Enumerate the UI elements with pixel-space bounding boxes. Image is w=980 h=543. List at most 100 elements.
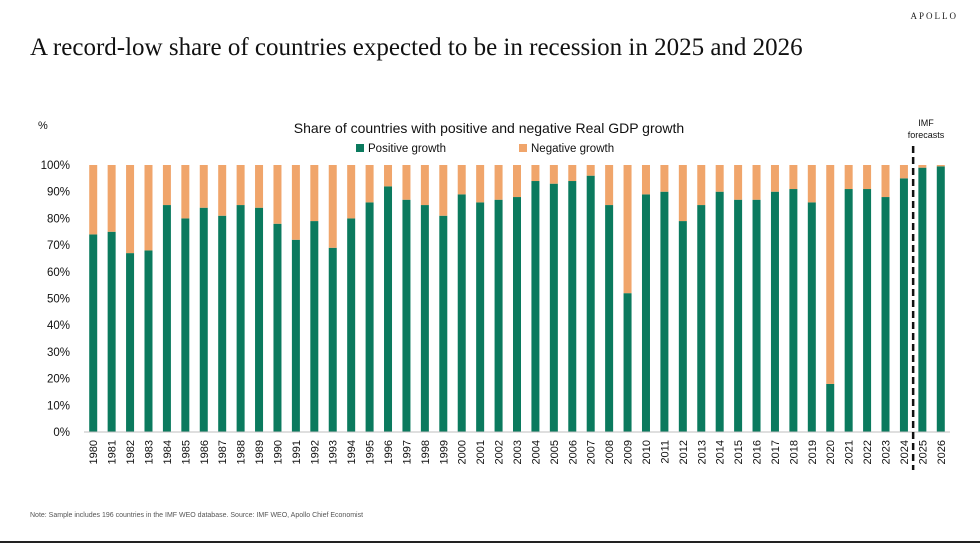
forecast-annotation: IMF forecasts <box>908 118 945 140</box>
y-tick-label: 80% <box>47 213 70 225</box>
x-tick-label: 2025 <box>917 440 929 464</box>
bar-positive-1986 <box>199 207 208 432</box>
x-tick-label: 2008 <box>604 440 616 464</box>
bar-negative-2018 <box>789 165 798 190</box>
bar-positive-2019 <box>807 202 816 432</box>
bar-negative-1981 <box>107 165 116 232</box>
x-tick-label: 2026 <box>936 440 948 464</box>
bar-positive-1985 <box>181 218 190 432</box>
y-tick-label: 100% <box>41 160 70 172</box>
x-tick-label: 2013 <box>696 440 708 464</box>
bar-negative-2010 <box>641 165 650 195</box>
bar-negative-2005 <box>549 165 558 184</box>
y-tick-label: 60% <box>47 267 70 279</box>
bar-positive-2009 <box>623 293 632 432</box>
bar-positive-2018 <box>789 189 798 432</box>
x-tick-label: 2010 <box>641 440 653 464</box>
x-tick-label: 2003 <box>512 440 524 464</box>
bar-negative-2019 <box>807 165 816 203</box>
page-title: A record-low share of countries expected… <box>30 34 803 61</box>
bar-positive-1992 <box>310 221 319 432</box>
bar-negative-1994 <box>347 165 356 219</box>
bar-negative-1988 <box>236 165 245 206</box>
bar-positive-2007 <box>586 175 595 432</box>
x-tick-label: 2011 <box>659 440 671 464</box>
forecast-label-line-2: forecasts <box>908 130 945 140</box>
x-tick-label: 2015 <box>733 440 745 464</box>
x-tick-label: 1985 <box>180 440 192 464</box>
x-tick-label: 2004 <box>530 440 542 464</box>
legend: Positive growth Negative growth <box>356 143 614 155</box>
bar-positive-2017 <box>770 191 779 432</box>
bar-negative-2015 <box>734 165 743 200</box>
bar-negative-1989 <box>255 165 264 208</box>
x-tick-label: 2014 <box>715 440 727 464</box>
bar-positive-2004 <box>531 181 540 432</box>
x-tick-label: 1998 <box>420 440 432 464</box>
x-tick-label: 1988 <box>236 440 248 464</box>
brand-logo: APOLLO <box>910 11 958 21</box>
bar-negative-1990 <box>273 165 282 224</box>
bar-positive-1991 <box>291 239 300 432</box>
forecast-label-line-1: IMF <box>918 118 934 128</box>
bar-negative-1998 <box>420 165 429 206</box>
bar-positive-2014 <box>715 191 724 432</box>
bar-positive-1981 <box>107 231 116 432</box>
x-tick-label: 2020 <box>825 440 837 464</box>
bar-positive-1994 <box>347 218 356 432</box>
x-tick-label: 1994 <box>346 440 358 464</box>
x-tick-label: 1984 <box>162 440 174 464</box>
legend-swatch-negative <box>519 144 527 152</box>
bar-negative-2023 <box>881 165 890 198</box>
bar-positive-2021 <box>844 189 853 432</box>
x-tick-label: 1999 <box>438 440 450 464</box>
bar-negative-2001 <box>476 165 485 203</box>
bar-negative-1996 <box>384 165 393 187</box>
bar-negative-1986 <box>199 165 208 208</box>
x-tick-label: 2017 <box>770 440 782 464</box>
bar-positive-1983 <box>144 250 153 432</box>
bar-negative-1995 <box>365 165 374 203</box>
y-tick-label: 90% <box>47 187 70 199</box>
x-tick-label: 2019 <box>807 440 819 464</box>
bar-positive-1996 <box>384 186 393 432</box>
chart-title: Share of countries with positive and neg… <box>294 120 684 136</box>
x-tick-label: 2021 <box>844 440 856 464</box>
x-tick-label: 1980 <box>88 440 100 464</box>
x-tick-label: 1982 <box>125 440 137 464</box>
bar-positive-2000 <box>457 194 466 432</box>
x-tick-label: 1993 <box>328 440 340 464</box>
x-tick-label: 1981 <box>107 440 119 464</box>
bar-negative-2014 <box>715 165 724 192</box>
bar-negative-2004 <box>531 165 540 182</box>
bar-positive-2015 <box>734 199 743 432</box>
bar-positive-2022 <box>863 189 872 432</box>
bar-positive-2013 <box>697 205 706 432</box>
legend-label-positive: Positive growth <box>368 143 446 155</box>
bar-positive-2001 <box>476 202 485 432</box>
bar-positive-2012 <box>678 221 687 432</box>
x-tick-label: 1995 <box>365 440 377 464</box>
bar-negative-1992 <box>310 165 319 222</box>
x-tick-label: 2009 <box>623 440 635 464</box>
bar-positive-2024 <box>899 178 908 432</box>
bar-positive-2003 <box>513 197 521 432</box>
bar-positive-1982 <box>126 253 135 432</box>
bar-negative-1993 <box>328 165 337 248</box>
bar-negative-1984 <box>162 165 171 206</box>
bar-positive-2016 <box>752 199 761 432</box>
x-tick-label: 2001 <box>475 440 487 464</box>
bar-positive-1980 <box>89 234 98 432</box>
x-tick-label: 1992 <box>309 440 321 464</box>
bar-negative-2012 <box>678 165 687 222</box>
x-tick-label: 2012 <box>678 440 690 464</box>
bar-negative-1999 <box>439 165 448 216</box>
x-tick-label: 1983 <box>143 440 155 464</box>
bar-positive-1984 <box>162 205 171 432</box>
bar-positive-1995 <box>365 202 374 432</box>
bar-negative-1997 <box>402 165 411 200</box>
x-tick-label: 1989 <box>254 440 266 464</box>
bar-negative-1982 <box>126 165 135 254</box>
bar-negative-2002 <box>494 165 503 200</box>
bar-negative-2003 <box>513 165 521 198</box>
